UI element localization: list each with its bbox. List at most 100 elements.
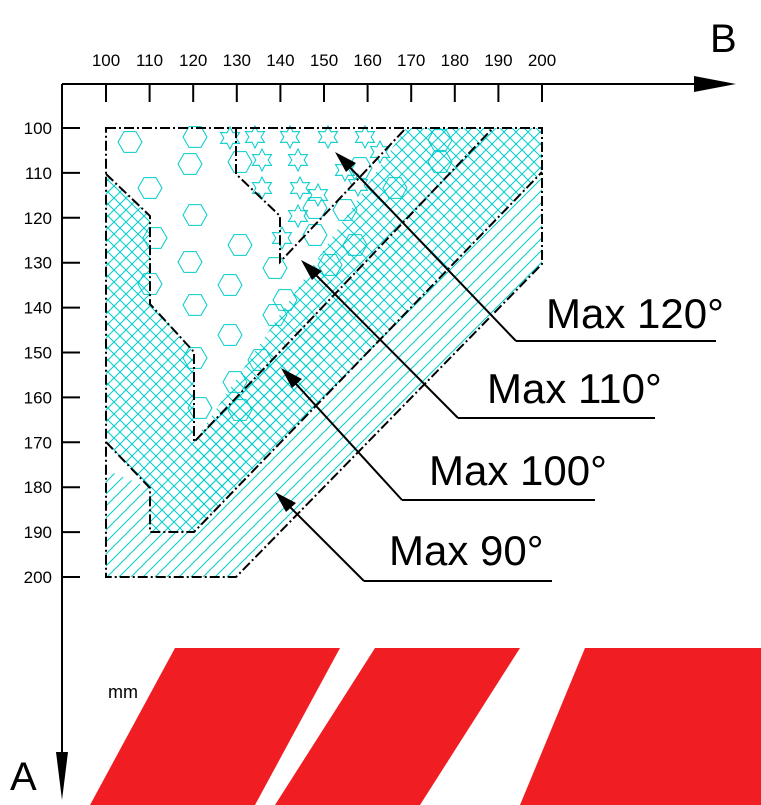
b-axis-tick-label: 130 — [223, 51, 251, 70]
boundary-100-110 — [105, 127, 494, 445]
hexagon-icon — [187, 397, 213, 419]
hexagon-icon — [427, 151, 453, 173]
leader-max-90 — [279, 496, 365, 582]
leader-max-120 — [339, 156, 517, 342]
a-axis-tick-label: 190 — [24, 523, 52, 542]
zone-boundaries — [105, 127, 543, 578]
label-max-90: Max 90° — [389, 527, 544, 574]
hexagon-icon — [227, 151, 253, 173]
zone-max-120 — [219, 124, 391, 251]
b-axis-tick-label: 140 — [266, 51, 294, 70]
hexagon-icon — [427, 129, 453, 151]
hexagon-icon — [117, 131, 143, 153]
star-icon — [354, 124, 376, 150]
watermark-stripe-1 — [90, 648, 340, 805]
a-axis-tick-label: 120 — [24, 209, 52, 228]
b-axis-tick-label: 190 — [484, 51, 512, 70]
label-max-100: Max 100° — [429, 447, 607, 494]
a-axis-tick-label: 140 — [24, 299, 52, 318]
label-max-120: Max 120° — [546, 290, 724, 337]
zones — [105, 124, 543, 578]
star-icon — [307, 182, 329, 208]
hexagon-icon — [317, 254, 343, 276]
b-axis-tick-label: 160 — [353, 51, 381, 70]
watermark-stripe-2 — [275, 648, 520, 805]
star-icon — [347, 172, 369, 198]
arrowhead-max-120 — [335, 152, 356, 172]
a-axis-tick-label: 180 — [24, 478, 52, 497]
a-axis-name: A — [10, 755, 37, 799]
star-icon — [251, 175, 273, 201]
hexagon-icon — [182, 126, 208, 148]
a-axis-tick-label: 130 — [24, 254, 52, 273]
callout-max-100: Max 100° — [281, 368, 607, 501]
hexagon-icon — [227, 234, 253, 256]
star-icon — [251, 147, 273, 173]
b-axis-tick-label: 170 — [397, 51, 425, 70]
hexagon-icon — [342, 234, 368, 256]
a-axis-tick-label: 110 — [25, 164, 52, 183]
b-axis-tick-label: 150 — [310, 51, 338, 70]
star-icon — [244, 124, 266, 150]
hexagon-icon — [137, 177, 163, 199]
b-axis-tick-label: 120 — [179, 51, 207, 70]
callout-max-110: Max 110° — [301, 260, 662, 419]
axes: 100 110 120 130 140 150 160 170 180 190 200 100 110… — [10, 17, 737, 800]
hexagon-icon — [247, 349, 273, 371]
hexagon-icon — [262, 257, 288, 279]
star-icon — [334, 157, 356, 183]
hexagon-icon — [182, 347, 208, 369]
hexagon-icon — [302, 224, 328, 246]
b-axis-tick-label: 180 — [441, 51, 469, 70]
hexagon-icon — [217, 324, 243, 346]
star-icon — [289, 175, 311, 201]
logo-watermark — [90, 648, 761, 805]
a-axis-tick-label: 150 — [24, 344, 52, 363]
b-axis-tick-label: 110 — [136, 51, 163, 70]
arrowhead-max-90 — [275, 492, 296, 512]
star-icon — [279, 124, 301, 150]
hexagon-icon — [142, 227, 168, 249]
a-axis-arrowhead — [56, 752, 68, 800]
b-axis-tick-label: 200 — [528, 51, 556, 70]
a-axis-tick-label: 200 — [24, 568, 52, 587]
callout-max-90: Max 90° — [275, 492, 552, 582]
b-axis-tick-label: 100 — [92, 51, 120, 70]
hexagon-icon — [272, 289, 298, 311]
a-axis-tick-label: 170 — [24, 433, 52, 452]
zone-max-100-band — [194, 128, 542, 532]
label-max-110: Max 110° — [487, 365, 662, 412]
a-axis-tick-label: 160 — [24, 388, 52, 407]
callout-max-120: Max 120° — [335, 152, 724, 342]
hexagon-icon — [227, 399, 253, 421]
hexagon-icon — [332, 199, 358, 221]
arrowhead-max-100 — [281, 368, 302, 388]
boundary-outer — [105, 127, 543, 578]
arrowhead-max-110 — [301, 260, 322, 280]
hexagon-icon — [217, 274, 243, 296]
boundary-90-100 — [105, 171, 543, 533]
b-axis-ticks: 100 110 120 130 140 150 160 170 180 190 200 — [92, 51, 556, 102]
watermark-stripe-3 — [520, 648, 761, 805]
hexagon-icon — [222, 371, 248, 393]
hexagon-icon — [182, 204, 208, 226]
star-icon — [287, 147, 309, 173]
hexagon-icon — [382, 177, 408, 199]
hexagon-icon — [262, 304, 288, 326]
star-icon — [287, 203, 309, 229]
hexagon-icon — [177, 153, 203, 175]
unit-label: mm — [108, 682, 138, 702]
hexagon-icon — [137, 273, 163, 295]
a-axis-ticks: 100 110 120 130 140 150 160 170 180 190 200 — [24, 119, 80, 587]
a-axis-tick-label: 100 — [24, 119, 52, 138]
hexagon-icon — [177, 251, 203, 273]
star-icon — [219, 125, 241, 151]
b-axis-arrowhead — [694, 76, 736, 92]
hexagon-icon — [182, 294, 208, 316]
star-icon — [317, 124, 339, 150]
leader-max-100 — [285, 372, 403, 501]
b-axis-name: B — [710, 17, 737, 61]
leader-max-110 — [305, 264, 459, 419]
zone-max-90 — [106, 172, 542, 577]
